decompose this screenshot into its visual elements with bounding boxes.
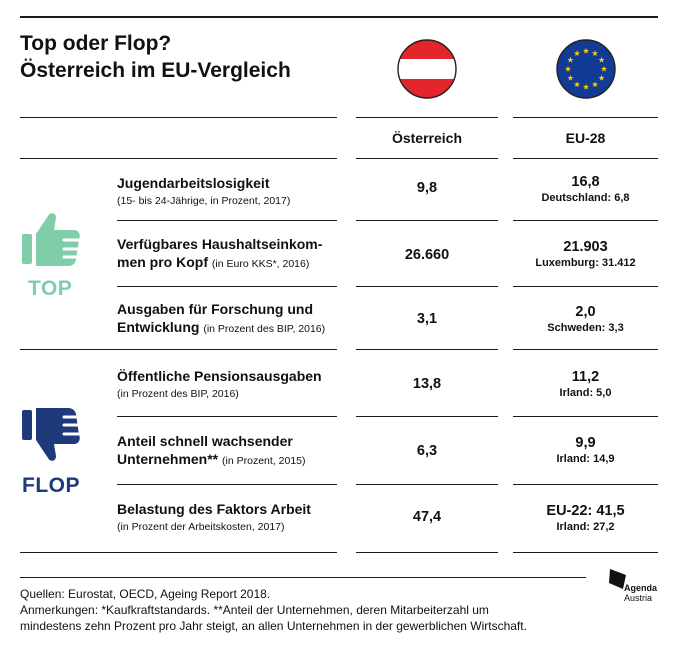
austria-flag-icon [397,39,457,99]
row-divider [513,484,658,485]
footer-notes-line-2: mindestens zehn Prozent pro Jahr steigt,… [20,619,527,633]
table-cell-austria: 6,3 [416,443,438,459]
eu-star-icon [591,50,599,56]
row-divider [356,416,498,417]
column-header-eu: EU-28 [565,130,606,146]
table-cell-eu: 9,9 Irland: 14,9 [556,435,615,465]
header-rule-eu [513,117,658,118]
table-cell-austria: 9,8 [416,180,438,196]
table-cell-eu: EU-22: 41,5 Irland: 27,2 [546,503,625,533]
page-title: Top oder Flop? Österreich im EU-Vergleic… [20,30,291,84]
table-cell-eu: 2,0 Schweden: 3,3 [547,304,624,334]
group-label-top: TOP [28,277,73,300]
top-rule [20,16,658,18]
eu-star-icon [582,83,590,90]
table-row-label: Öffentliche Pensionsausgaben (in Prozent… [117,368,322,400]
column-header-rule-austria [356,158,498,159]
row-divider [117,286,337,287]
row-divider [513,416,658,417]
eu-star-icon [573,81,581,88]
table-cell-eu: 11,2 Irland: 5,0 [559,369,612,399]
title-line-1: Top oder Flop? [20,32,172,55]
row-divider [356,286,498,287]
table-cell-eu: 16,8 Deutschland: 6,8 [541,174,630,204]
row-divider [513,286,658,287]
footer-rule [20,577,586,578]
column-header-rule-eu [513,158,658,159]
header-rule-austria [356,117,498,118]
eu-star-icon [591,81,599,88]
eu-star-icon [598,56,605,63]
eu-star-icon [564,65,572,72]
thumbs-down-icon [22,408,80,461]
table-bottom-rule [20,552,337,553]
table-row-label: Jugendarbeitslosigkeit (15- bis 24-Jähri… [117,175,291,207]
eu-flag-icon [556,39,616,99]
table-row-label: Ausgaben für Forschung und Entwicklung (… [117,301,326,335]
table-cell-austria: 13,8 [412,376,442,392]
logo-text: Agenda Austria [624,583,658,603]
table-bottom-rule [356,552,498,553]
table-cell-austria: 26.660 [404,247,450,263]
agenda-austria-logo-icon [609,569,626,589]
eu-star-icon [573,50,581,56]
section-divider [20,349,337,350]
row-divider [356,220,498,221]
table-row-label: Verfügbares Haushaltseinkom- men pro Kop… [117,236,323,270]
row-divider [117,416,337,417]
table-row-label: Belastung des Faktors Arbeit (in Prozent… [117,501,311,533]
table-cell-austria: 3,1 [416,311,438,327]
row-divider [356,484,498,485]
row-divider [117,484,337,485]
title-line-2: Österreich im EU-Vergleich [20,59,291,82]
footer-notes-line-1: Anmerkungen: *Kaufkraftstandards. **Ante… [20,603,489,617]
group-label-flop: FLOP [22,474,80,497]
eu-star-icon [567,74,574,81]
table-cell-eu: 21.903 Luxemburg: 31.412 [535,239,636,269]
eu-star-icon [600,65,608,72]
header-rule-left [20,117,337,118]
section-divider [356,349,498,350]
footer-notes: Quellen: Eurostat, OECD, Ageing Report 2… [20,586,610,634]
eu-star-icon [567,56,574,63]
table-cell-austria: 47,4 [412,509,442,525]
row-divider [117,220,337,221]
eu-star-icon [582,47,590,54]
column-header-rule-left [20,158,337,159]
row-divider [513,220,658,221]
column-header-austria: Österreich [391,130,463,146]
table-row-label: Anteil schnell wachsender Unternehmen** … [117,433,306,467]
eu-star-icon [598,74,605,81]
thumbs-up-icon [22,213,80,266]
table-bottom-rule [513,552,658,553]
section-divider [513,349,658,350]
footer-sources: Quellen: Eurostat, OECD, Ageing Report 2… [20,587,271,601]
